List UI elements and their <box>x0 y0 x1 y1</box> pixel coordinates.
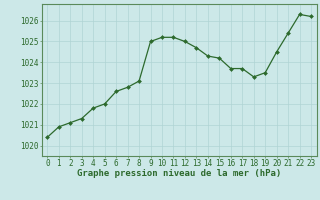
X-axis label: Graphe pression niveau de la mer (hPa): Graphe pression niveau de la mer (hPa) <box>77 169 281 178</box>
